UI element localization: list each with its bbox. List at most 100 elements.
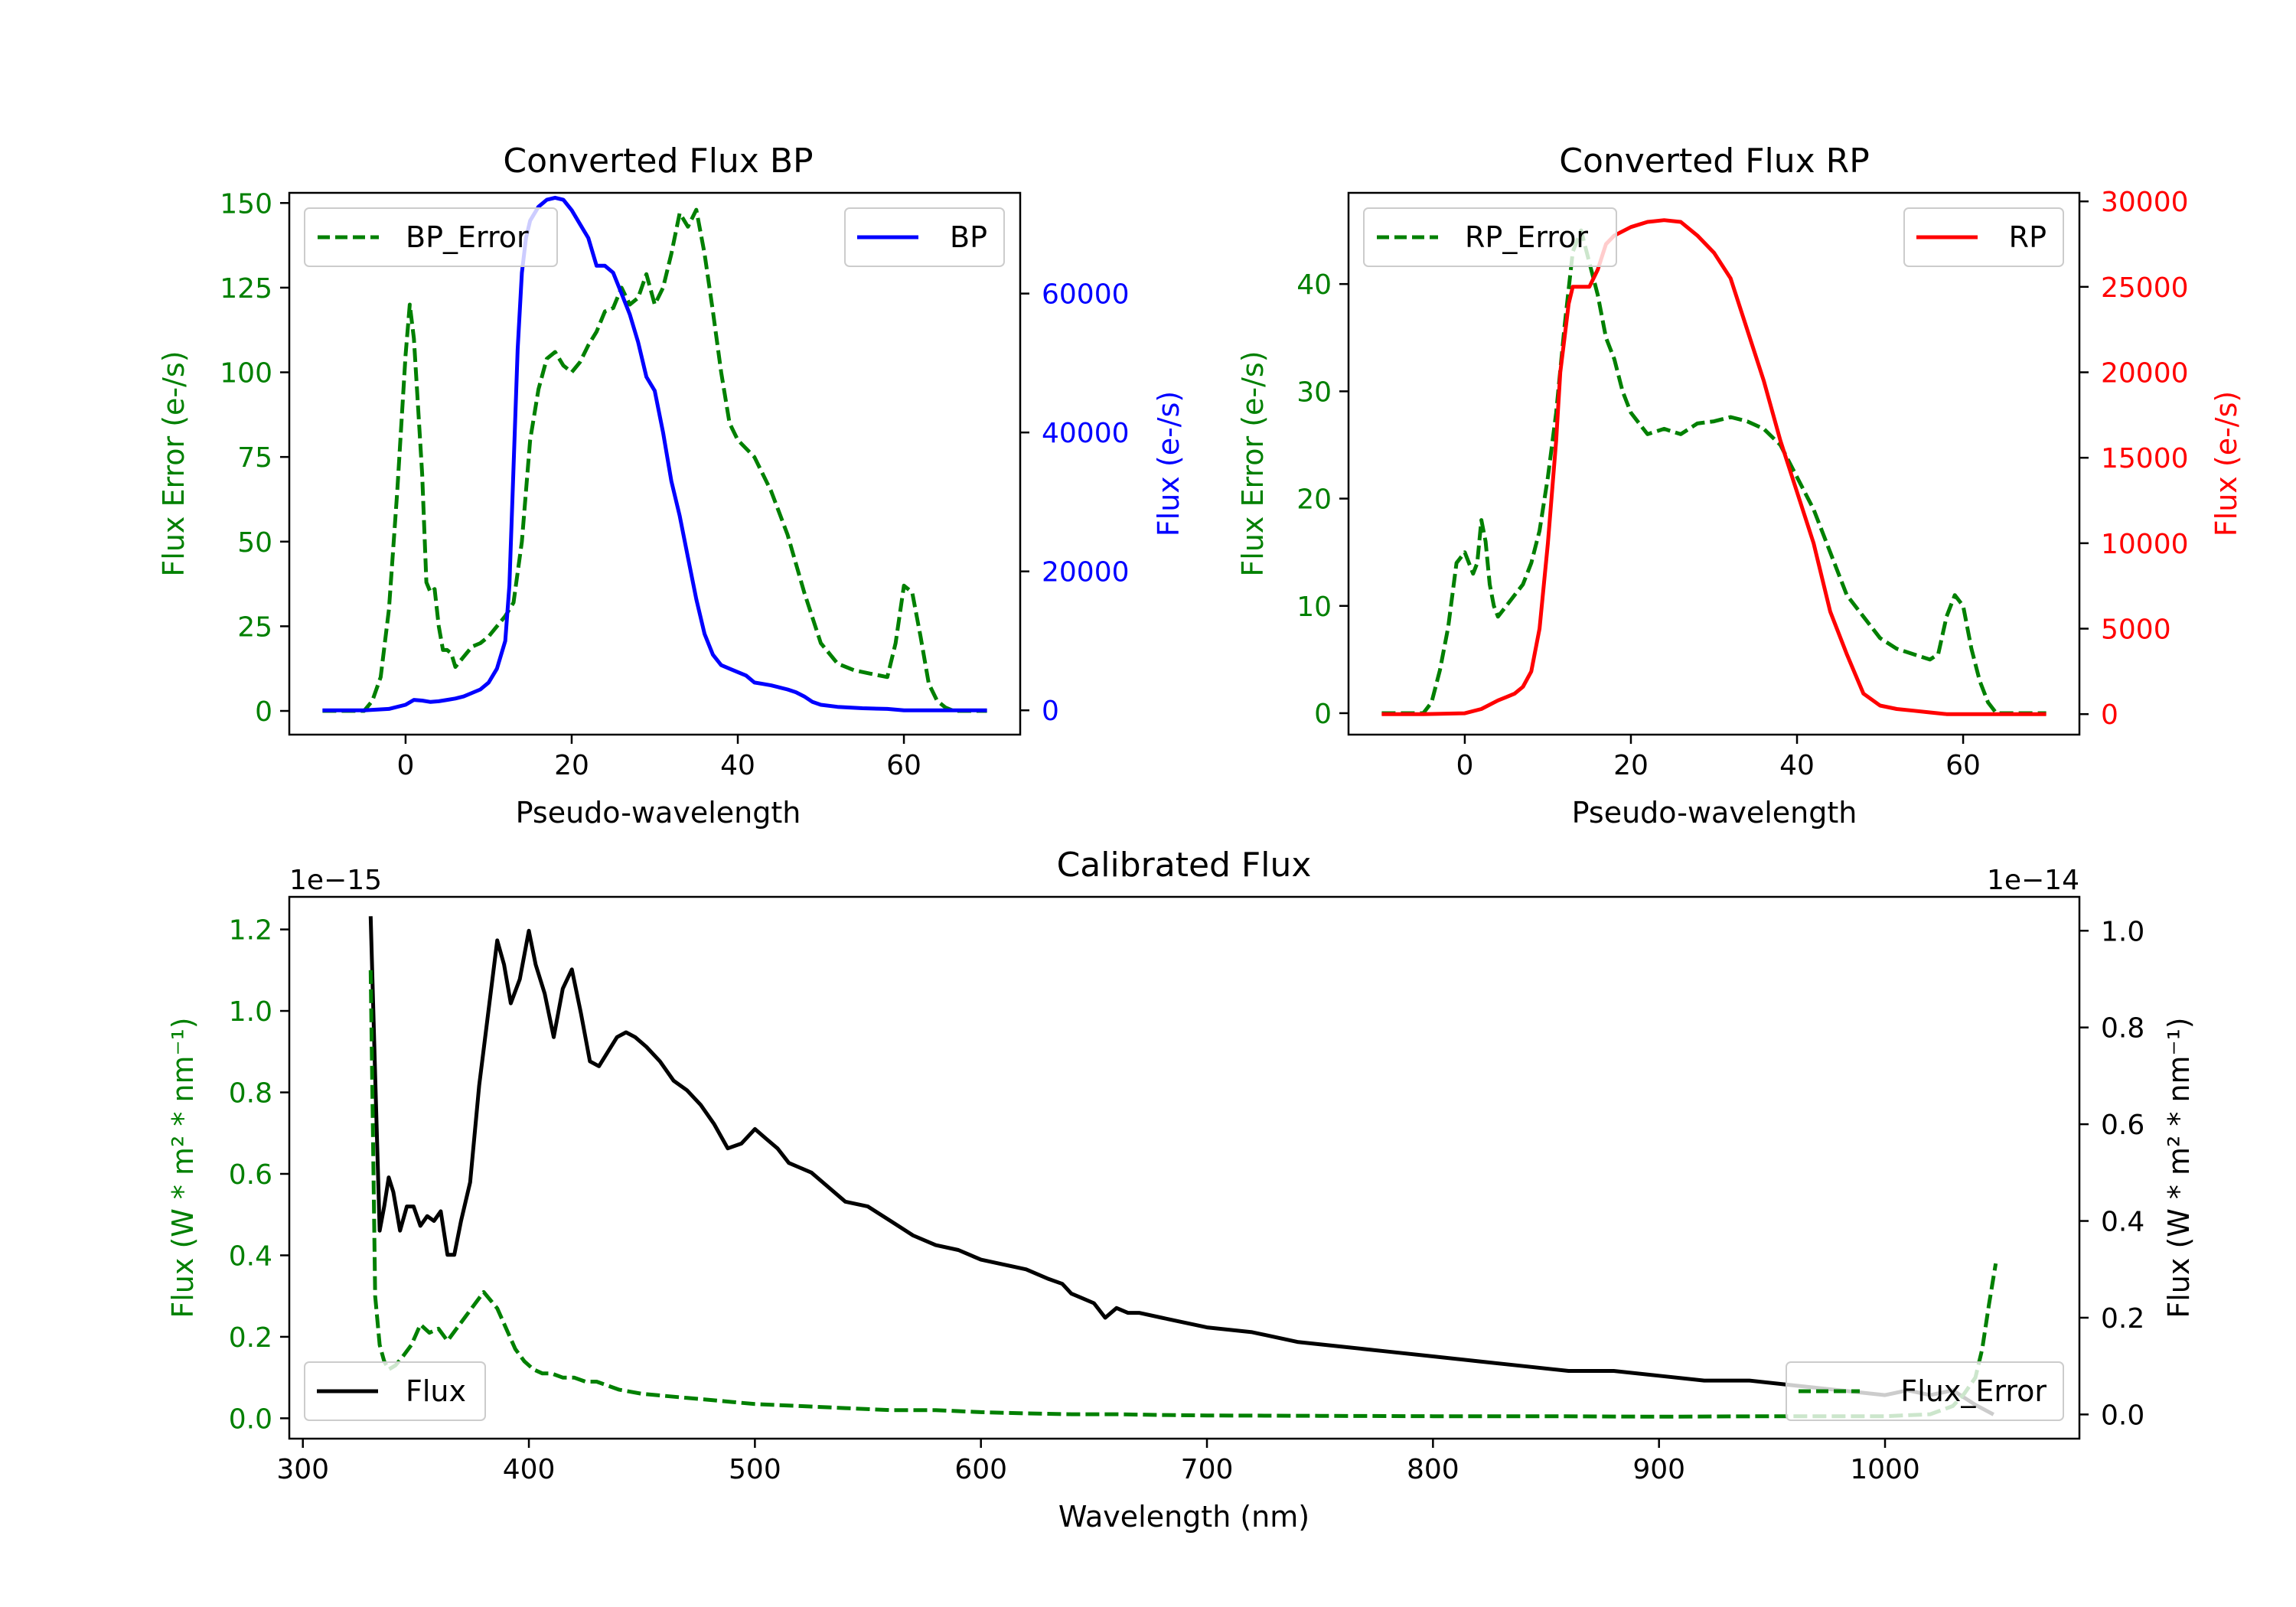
- cal-right-ticks: 0.0 0.2 0.4 0.6 0.8 1.0: [2079, 916, 2144, 1431]
- rp-right-tick-label: 30000: [2101, 187, 2189, 218]
- bp-left-ticks: 0 25 50 75 100 125 150: [220, 188, 289, 728]
- rp-left-tick-label: 40: [1296, 269, 1332, 301]
- cal-x-tick-label: 800: [1407, 1454, 1459, 1485]
- bp-right-tick-label: 40000: [1042, 418, 1130, 449]
- bp-left-tick-label: 75: [237, 442, 272, 474]
- bp-legend-left-box: [304, 207, 558, 267]
- cal-legend-error-label: Flux_Error: [1900, 1374, 2047, 1408]
- cal-series-flux: [368, 916, 1994, 1416]
- bp-series-bp-error: [322, 207, 987, 713]
- bp-left-tick-label: 125: [220, 273, 272, 305]
- bp-left-tick-label: 150: [220, 188, 272, 220]
- cal-right-y-label: Flux (W * m² * nm⁻¹): [2162, 1017, 2196, 1318]
- rp-series-rp-error: [1381, 228, 2047, 715]
- bp-x-label: Pseudo-wavelength: [516, 796, 801, 830]
- bp-legend-left: BP_Error: [304, 207, 558, 267]
- rp-title: Converted Flux RP: [1559, 142, 1870, 181]
- rp-legend-error-label: RP_Error: [1465, 220, 1588, 254]
- cal-legend-flux-label: Flux: [406, 1374, 466, 1408]
- rp-left-tick-label: 10: [1296, 592, 1332, 623]
- cal-right-tick-label: 0.4: [2101, 1207, 2144, 1238]
- rp-series-rp: [1381, 218, 2047, 716]
- cal-legend-right-box: [1786, 1361, 2064, 1421]
- bp-axes-frame: [288, 191, 1022, 736]
- cal-right-tick-label: 0.6: [2101, 1110, 2144, 1141]
- cal-left-tick-label: 0.2: [229, 1322, 272, 1354]
- cal-left-tick-label: 0.8: [229, 1078, 272, 1110]
- cal-title: Calibrated Flux: [1057, 846, 1312, 885]
- rp-x-tick-label: 60: [1945, 750, 1981, 781]
- rp-right-tick-label: 25000: [2101, 272, 2189, 304]
- panel-rp: Converted Flux RP 0 20 40 60 0 10 20 30 40 0 500…: [1236, 142, 2243, 830]
- cal-left-tick-label: 0.4: [229, 1240, 272, 1272]
- bp-left-y-label: Flux Error (e-/s): [157, 350, 191, 576]
- bp-x-tick-label: 40: [720, 750, 755, 781]
- bp-right-tick-label: 60000: [1042, 279, 1130, 311]
- bp-right-tick-label: 20000: [1042, 557, 1130, 588]
- rp-legend-left: RP_Error: [1363, 207, 1617, 267]
- panel-bp: Converted Flux BP 0 20 40 60 0 25 50 75 100 125 1…: [157, 142, 1186, 830]
- bp-series-bp: [322, 195, 987, 712]
- rp-left-tick-label: 20: [1296, 484, 1332, 516]
- cal-right-offset: 1e−14: [1987, 865, 2079, 896]
- cal-x-tick-label: 400: [503, 1454, 556, 1485]
- cal-x-tick-label: 300: [276, 1454, 329, 1485]
- bp-right-tick-label: 0: [1042, 696, 1059, 727]
- cal-left-ticks: 0.0 0.2 0.4 0.6 0.8 1.0 1.2: [229, 915, 289, 1435]
- rp-x-label: Pseudo-wavelength: [1572, 796, 1857, 830]
- rp-legend-left-box: [1363, 207, 1617, 267]
- cal-right-tick-label: 1.0: [2101, 916, 2144, 947]
- cal-x-tick-label: 600: [954, 1454, 1007, 1485]
- bp-x-tick-label: 20: [554, 750, 589, 781]
- cal-left-tick-label: 0.0: [229, 1403, 272, 1435]
- rp-right-ticks: 0 5000 10000 15000 20000 25000 30000: [2079, 187, 2189, 731]
- rp-x-ticks: 0 20 40 60: [1456, 735, 1981, 781]
- rp-left-tick-label: 0: [1314, 699, 1332, 730]
- cal-legend-left: Flux: [304, 1361, 486, 1421]
- bp-title: Converted Flux BP: [503, 142, 813, 181]
- bp-left-tick-label: 100: [220, 358, 272, 390]
- rp-left-ticks: 0 10 20 30 40: [1296, 269, 1349, 730]
- bp-legend-error-label: BP_Error: [406, 220, 529, 254]
- rp-x-tick-label: 40: [1779, 750, 1815, 781]
- rp-axes-frame: [1347, 191, 2081, 736]
- rp-left-y-label: Flux Error (e-/s): [1236, 350, 1270, 576]
- cal-right-tick-label: 0.8: [2101, 1013, 2144, 1045]
- cal-left-tick-label: 1.2: [229, 915, 272, 947]
- bp-left-tick-label: 25: [237, 611, 272, 643]
- cal-left-offset: 1e−15: [289, 865, 382, 896]
- cal-series-flux-error: [368, 970, 1998, 1419]
- cal-left-tick-label: 0.6: [229, 1159, 272, 1191]
- rp-right-tick-label: 15000: [2101, 443, 2189, 474]
- bp-left-tick-label: 50: [237, 527, 272, 559]
- cal-x-tick-label: 900: [1632, 1454, 1685, 1485]
- cal-left-y-label: Flux (W * m² * nm⁻¹): [166, 1017, 200, 1318]
- bp-legend-right: BP: [844, 207, 1005, 267]
- bp-lines: [322, 195, 987, 713]
- cal-x-tick-label: 1000: [1850, 1454, 1920, 1485]
- rp-left-tick-label: 30: [1296, 376, 1332, 408]
- rp-right-y-label: Flux (e-/s): [2210, 391, 2243, 536]
- rp-legend-right: RP: [1903, 207, 2064, 267]
- bp-right-ticks: 0 20000 40000 60000: [1020, 279, 1130, 727]
- rp-x-tick-label: 20: [1613, 750, 1649, 781]
- cal-x-label: Wavelength (nm): [1058, 1500, 1309, 1534]
- rp-legend-right-box: [1903, 207, 2064, 267]
- bp-legend-right-box: [844, 207, 1005, 267]
- bp-x-tick-label: 60: [886, 750, 921, 781]
- rp-legend-flux-label: RP: [2009, 220, 2047, 254]
- cal-x-ticks: 300 400 500 600 700 800 900 1000: [276, 1439, 1920, 1485]
- cal-x-tick-label: 500: [729, 1454, 781, 1485]
- bp-x-tick-label: 0: [396, 750, 414, 781]
- bp-x-ticks: 0 20 40 60: [396, 735, 921, 781]
- bp-left-tick-label: 0: [255, 696, 272, 728]
- cal-right-tick-label: 0.0: [2101, 1400, 2144, 1431]
- rp-right-tick-label: 0: [2101, 699, 2118, 731]
- cal-x-tick-label: 700: [1181, 1454, 1234, 1485]
- cal-legend-left-box: [304, 1361, 486, 1421]
- cal-lines: [368, 916, 1998, 1419]
- rp-right-tick-label: 10000: [2101, 529, 2189, 560]
- cal-axes-frame: [288, 895, 2081, 1440]
